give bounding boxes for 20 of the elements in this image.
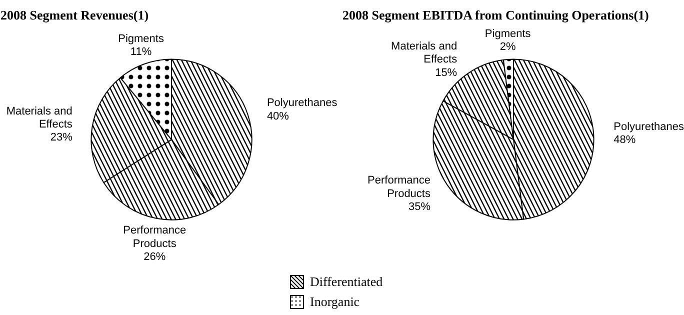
slice-label: Materials and Effects [6,105,73,130]
data-label: 26% [144,250,166,263]
slice-label: Polyurethanes [614,120,684,133]
text: Inorganic [310,292,360,311]
slice-label: Performance Products [368,174,431,200]
slice-label: Materials and Effects [391,40,458,66]
data-label: 15% [435,66,458,79]
slice-label: Pigments [484,28,532,40]
chart-title: 2008 Segment Revenues(1) [0,8,149,22]
data-label: 11% [130,46,152,58]
slice-label: Pigments [118,32,164,45]
data-label: 48% [614,134,636,146]
text: Differentiated [310,272,383,291]
chart-title: 2008 Segment EBITDA from Continuing Operations(1) [342,8,649,22]
data-label: 35% [408,201,431,214]
slice-label: Performance Products [123,224,186,250]
data-label: 40% [266,110,290,122]
slice-label: Polyurethanes [266,97,338,110]
data-label: 23% [50,132,73,144]
data-label: 2% [500,41,516,54]
